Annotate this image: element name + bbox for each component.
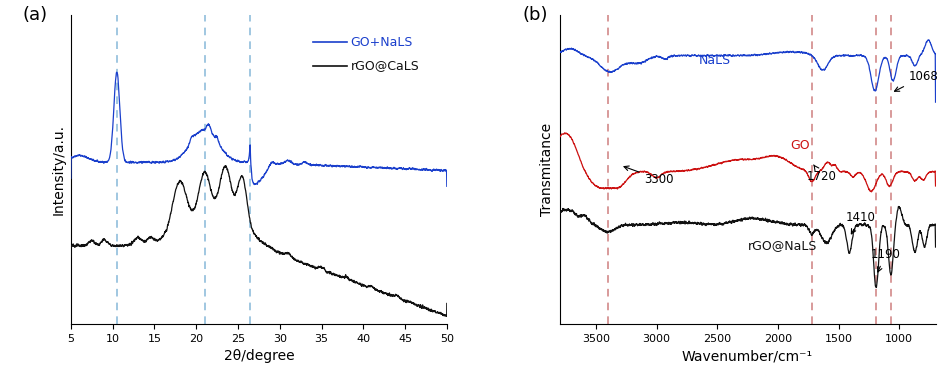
Text: 1410: 1410: [844, 211, 874, 234]
X-axis label: Wavenumber/cm⁻¹: Wavenumber/cm⁻¹: [682, 349, 812, 363]
Text: rGO@CaLS: rGO@CaLS: [350, 59, 419, 72]
Text: 3300: 3300: [623, 166, 673, 186]
Text: (b): (b): [521, 6, 547, 24]
Text: (a): (a): [22, 6, 47, 24]
Y-axis label: Transmitance: Transmitance: [539, 123, 553, 216]
X-axis label: 2θ/degree: 2θ/degree: [224, 349, 294, 363]
Y-axis label: Intensity/a.u.: Intensity/a.u.: [51, 124, 65, 215]
Text: GO: GO: [789, 139, 809, 152]
Text: NaLS: NaLS: [699, 54, 731, 67]
Text: 1068: 1068: [894, 70, 937, 91]
Text: 1720: 1720: [806, 165, 836, 183]
Text: GO+NaLS: GO+NaLS: [350, 35, 413, 49]
Text: 1190: 1190: [869, 248, 900, 272]
Text: rGO@NaLS: rGO@NaLS: [747, 239, 816, 252]
